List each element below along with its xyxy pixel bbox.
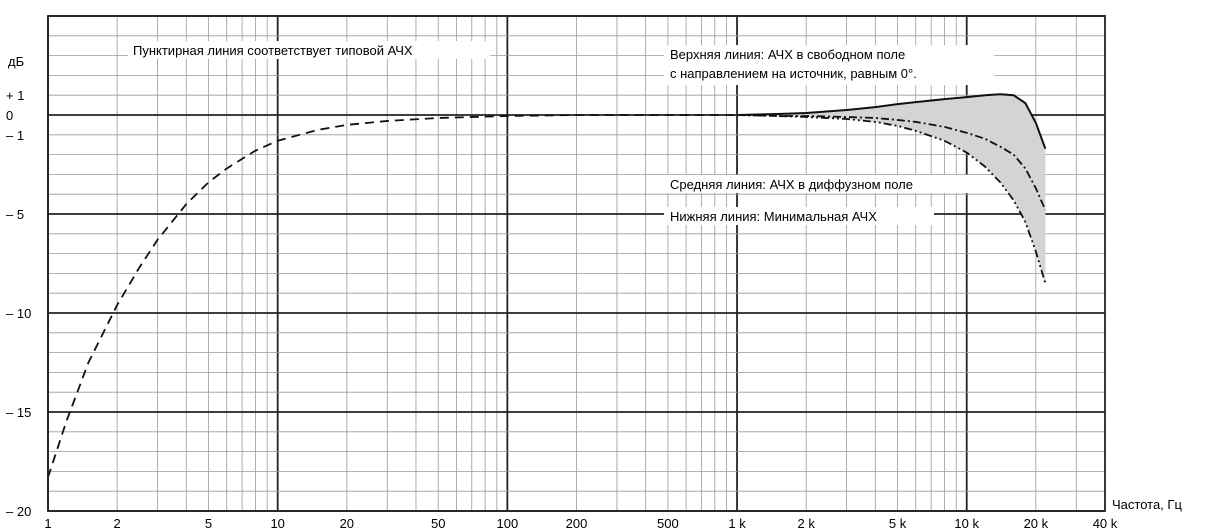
- x-tick-label: 1 k: [728, 516, 746, 531]
- y-axis-label: дБ: [8, 54, 24, 69]
- y-tick-label: – 15: [6, 405, 31, 420]
- x-tick-label: 10: [270, 516, 284, 531]
- annotation-bg: [664, 207, 934, 225]
- series-line-dash-dot: [737, 114, 1047, 211]
- x-tick-label: 20 k: [1024, 516, 1049, 531]
- tick-labels: 1 2 5 10 20 50 100 200 500 1 k 2 k 5 k 10 k 20 k 40 k +…: [6, 88, 1118, 531]
- chart-series: [47, 93, 1047, 478]
- x-tick-label: 20: [340, 516, 354, 531]
- x-axis-label: Частота, Гц: [1112, 497, 1182, 512]
- y-tick-label: – 1: [6, 128, 24, 143]
- annotation-bg: [128, 41, 490, 59]
- series-line-solid: [737, 93, 1047, 150]
- x-tick-label: 200: [566, 516, 588, 531]
- x-tick-label: 2: [114, 516, 121, 531]
- x-tick-label: 2 k: [798, 516, 816, 531]
- annotation-bg: [664, 175, 978, 193]
- spread-band-fill: [737, 94, 1046, 284]
- x-tick-label: 5 k: [889, 516, 907, 531]
- plot-frame: [47, 15, 1106, 512]
- x-tick-label: 10 k: [954, 516, 979, 531]
- x-tick-label: 100: [497, 516, 519, 531]
- series-line-dash-dot-dot: [737, 114, 1047, 284]
- annotation-upper-line-2: с направлением на источник, равным 0°.: [670, 66, 917, 81]
- x-tick-label: 500: [657, 516, 679, 531]
- annotation-middle-line: Средняя линия: АЧХ в диффузном поле: [670, 177, 913, 192]
- y-tick-label: 0: [6, 108, 13, 123]
- x-tick-label: 1: [44, 516, 51, 531]
- annotation-lower-line: Нижняя линия: Минимальная АЧХ: [670, 209, 877, 224]
- annotation-upper-line: Верхняя линия: АЧХ в свободном поле: [670, 47, 905, 62]
- x-tick-label: 50: [431, 516, 445, 531]
- annotation-bg: [664, 45, 994, 85]
- x-tick-label: 40 k: [1093, 516, 1118, 531]
- y-tick-label: – 10: [6, 306, 31, 321]
- y-tick-label: – 20: [6, 504, 31, 519]
- response-spread-band: [737, 94, 1046, 284]
- x-tick-label: 5: [205, 516, 212, 531]
- y-tick-label: + 1: [6, 88, 24, 103]
- y-tick-label: – 5: [6, 207, 24, 222]
- annotation-typical-response: Пунктирная линия соответствует типовой А…: [133, 43, 413, 58]
- series-line-dashed: [47, 114, 738, 478]
- plot-border: [47, 15, 1106, 512]
